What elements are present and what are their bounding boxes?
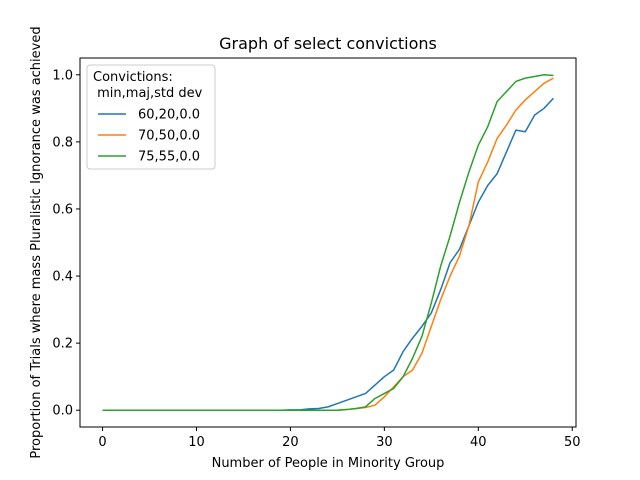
plot-frame: [79, 57, 577, 428]
y-tick-label: 0.4: [52, 270, 73, 285]
x-tick-label: 10: [188, 435, 205, 450]
x-axis-label: Number of People in Minority Group: [212, 456, 445, 471]
legend-title-line2: min,maj,std dev: [93, 86, 203, 101]
y-tick-label: 0.2: [52, 337, 73, 352]
x-tick-label: 30: [376, 435, 393, 450]
y-axis-label: Proportion of Trials where mass Pluralis…: [29, 26, 44, 458]
x-tick-label: 0: [98, 435, 106, 450]
y-tick-label: 0.8: [52, 135, 73, 150]
x-tick-label: 50: [564, 435, 581, 450]
legend-label-3: 75,55,0.0: [138, 150, 200, 165]
chart-title: Graph of select convictions: [219, 34, 437, 53]
legend-title-line1: Convictions:: [93, 70, 173, 85]
x-tick-label: 20: [282, 435, 299, 450]
y-tick-label: 1.0: [52, 68, 73, 83]
y-tick-label: 0.0: [52, 404, 73, 419]
y-tick-label: 0.6: [52, 202, 73, 217]
series-line-3: [102, 74, 554, 411]
legend: Convictions: min,maj,std dev 60,20,0.0 70…: [86, 64, 216, 170]
legend-entries: 60,20,0.0 70,50,0.0 75,55,0.0: [98, 108, 200, 165]
legend-box: [86, 64, 216, 170]
legend-label-2: 70,50,0.0: [138, 129, 200, 144]
y-axis: 0.0 0.2 0.4 0.6 0.8 1.0: [52, 68, 80, 419]
plot-lines: [102, 74, 554, 411]
legend-label-1: 60,20,0.0: [138, 108, 200, 123]
x-tick-label: 40: [470, 435, 487, 450]
x-axis: 0 10 20 30 40 50: [98, 427, 581, 450]
